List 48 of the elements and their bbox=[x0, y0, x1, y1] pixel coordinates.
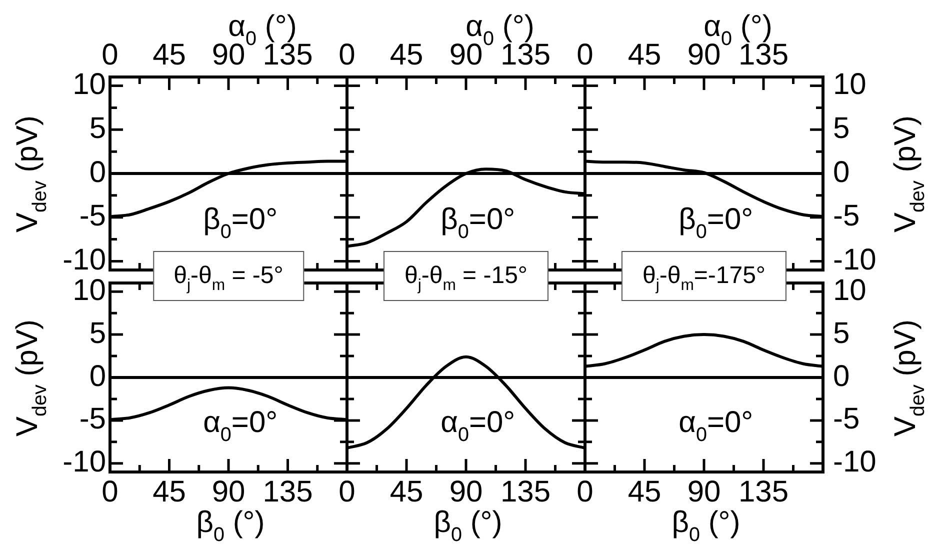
y-tick-label: -5 bbox=[79, 200, 106, 233]
x-tick-label: 45 bbox=[628, 475, 662, 508]
x-tick-label: 90 bbox=[212, 475, 246, 508]
y-tick-label: 0 bbox=[833, 360, 850, 393]
y-tick-label: 10 bbox=[833, 274, 866, 307]
y-tick-label: 5 bbox=[89, 316, 106, 350]
y-tick-label: 5 bbox=[833, 316, 850, 350]
annotation: β$_{0}$=0° bbox=[440, 202, 516, 243]
x-tick-label: 0 bbox=[576, 475, 594, 508]
x-tick-label: 45 bbox=[628, 38, 662, 72]
y-tick-label: 0 bbox=[833, 156, 850, 189]
x-tick-label: 45 bbox=[152, 475, 186, 508]
y-tick-label: 0 bbox=[89, 156, 106, 189]
y-tick-label: 10 bbox=[833, 68, 866, 102]
x-axis-title: β$_{0}$ (°) bbox=[672, 506, 740, 546]
y-tick-label: -10 bbox=[833, 446, 876, 479]
x-axis-title: β$_{0}$ (°) bbox=[434, 506, 502, 546]
y-tick-label: 10 bbox=[72, 274, 106, 307]
annotation: β$_{0}$=0° bbox=[678, 202, 754, 243]
y-tick-label: -10 bbox=[62, 446, 106, 479]
y-tick-label: 0 bbox=[89, 360, 106, 393]
x-tick-label: 90 bbox=[687, 475, 721, 508]
x-axis-title: β$_{0}$ (°) bbox=[196, 506, 265, 546]
annotation: β$_{0}$=0° bbox=[203, 202, 278, 243]
y-tick-label: 5 bbox=[89, 112, 106, 145]
x-tick-label: 45 bbox=[390, 475, 424, 508]
x-tick-label: 135 bbox=[262, 475, 313, 508]
y-tick-label: -10 bbox=[62, 243, 106, 276]
y-tick-label: 5 bbox=[833, 112, 850, 145]
text: θ$_{j}$-θ$_{m}$ = -15° bbox=[383, 251, 549, 301]
y-tick-label: -10 bbox=[833, 243, 876, 276]
x-tick-label: 45 bbox=[390, 38, 424, 72]
x-tick-label: 135 bbox=[738, 475, 789, 508]
y-tick-label: -5 bbox=[79, 402, 106, 436]
x-tick-label: 0 bbox=[338, 475, 356, 508]
text: θ$_{j}$-θ$_{m}$ = -5° bbox=[152, 251, 304, 301]
x-tick-label: 0 bbox=[338, 38, 356, 72]
x-tick-label: 135 bbox=[500, 475, 551, 508]
y-tick-label: -5 bbox=[833, 402, 860, 436]
annotation: α$_{0}$=0° bbox=[678, 406, 754, 446]
annotation: α$_{0}$=0° bbox=[440, 406, 516, 446]
annotation: α$_{0}$=0° bbox=[203, 406, 278, 446]
y-tick-label: 10 bbox=[72, 68, 106, 102]
x-tick-label: 90 bbox=[449, 475, 483, 508]
x-tick-label: 0 bbox=[576, 38, 594, 72]
y-tick-label: -5 bbox=[833, 200, 860, 233]
x-tick-label: 45 bbox=[152, 38, 186, 72]
text: θ$_{j}$-θ$_{m}$=-175° bbox=[621, 251, 787, 301]
